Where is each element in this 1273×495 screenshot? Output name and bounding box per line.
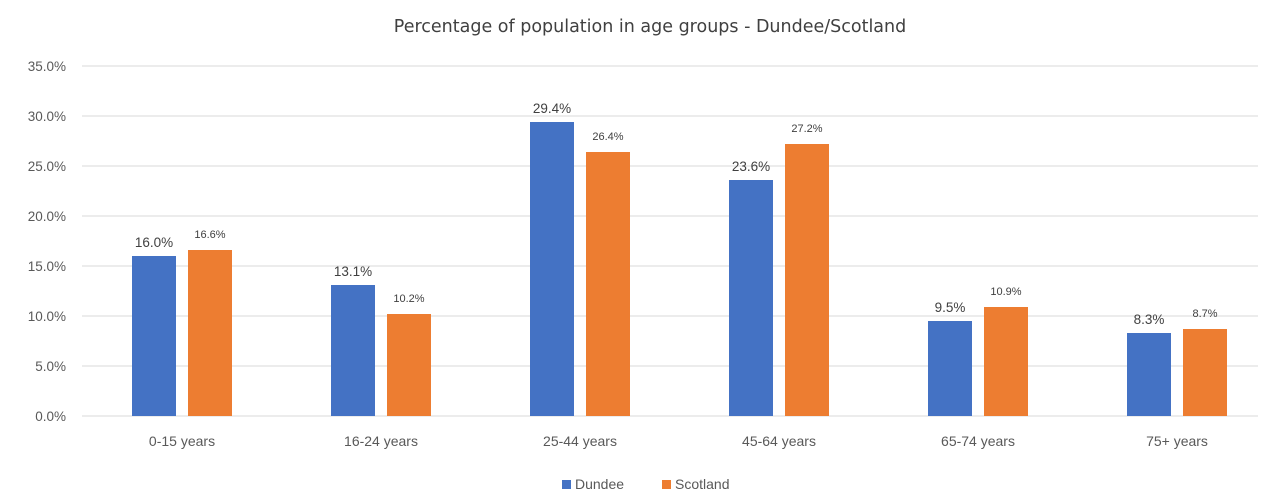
data-label-scotland: 26.4% [592,131,623,143]
data-label-dundee: 9.5% [935,300,966,315]
y-tick-label: 0.0% [35,409,66,424]
data-label-scotland: 10.9% [990,286,1021,298]
bars [132,122,1227,416]
y-axis-ticks: 0.0% 5.0% 10.0% 15.0% 20.0% 25.0% 30.0% 35.0% [28,59,66,424]
x-category-label: 65-74 years [941,433,1015,449]
data-label-scotland: 16.6% [194,229,225,241]
y-tick-label: 35.0% [28,59,66,74]
y-tick-label: 25.0% [28,159,66,174]
x-category-label: 75+ years [1146,433,1208,449]
bar-dundee [530,122,574,416]
data-label-dundee: 8.3% [1134,312,1165,327]
y-tick-label: 5.0% [35,359,66,374]
legend-swatch-scotland [662,480,671,489]
data-label-dundee: 16.0% [135,235,173,250]
bar-dundee [928,321,972,416]
y-tick-label: 20.0% [28,209,66,224]
x-category-label: 16-24 years [344,433,418,449]
data-label-dundee: 29.4% [533,101,571,116]
y-tick-label: 30.0% [28,109,66,124]
bar-scotland [188,250,232,416]
x-category-label: 25-44 years [543,433,617,449]
y-tick-label: 10.0% [28,309,66,324]
legend-label-dundee: Dundee [575,476,624,492]
data-label-dundee: 13.1% [334,264,372,279]
legend-swatch-dundee [562,480,571,489]
bar-scotland [785,144,829,416]
data-label-scotland: 10.2% [393,293,424,305]
bar-scotland [984,307,1028,416]
data-label-dundee: 23.6% [732,159,770,174]
legend: Dundee Scotland [562,476,729,492]
legend-label-scotland: Scotland [675,476,729,492]
bar-scotland [586,152,630,416]
bar-dundee [1127,333,1171,416]
x-axis-categories: 0-15 years 16-24 years 25-44 years 45-64 ye… [149,433,1208,449]
data-label-scotland: 27.2% [791,123,822,135]
chart-title: Percentage of population in age groups -… [394,17,906,37]
x-category-label: 0-15 years [149,433,215,449]
data-label-scotland: 8.7% [1192,308,1217,320]
bar-scotland [1183,329,1227,416]
bar-dundee [729,180,773,416]
gridlines [82,65,1258,417]
bar-dundee [331,285,375,416]
bar-scotland [387,314,431,416]
y-tick-label: 15.0% [28,259,66,274]
bar-dundee [132,256,176,416]
data-labels: 16.0% 16.6% 13.1% 10.2% 29.4% 26.4% 23.6% 27.2%… [135,101,1218,327]
x-category-label: 45-64 years [742,433,816,449]
